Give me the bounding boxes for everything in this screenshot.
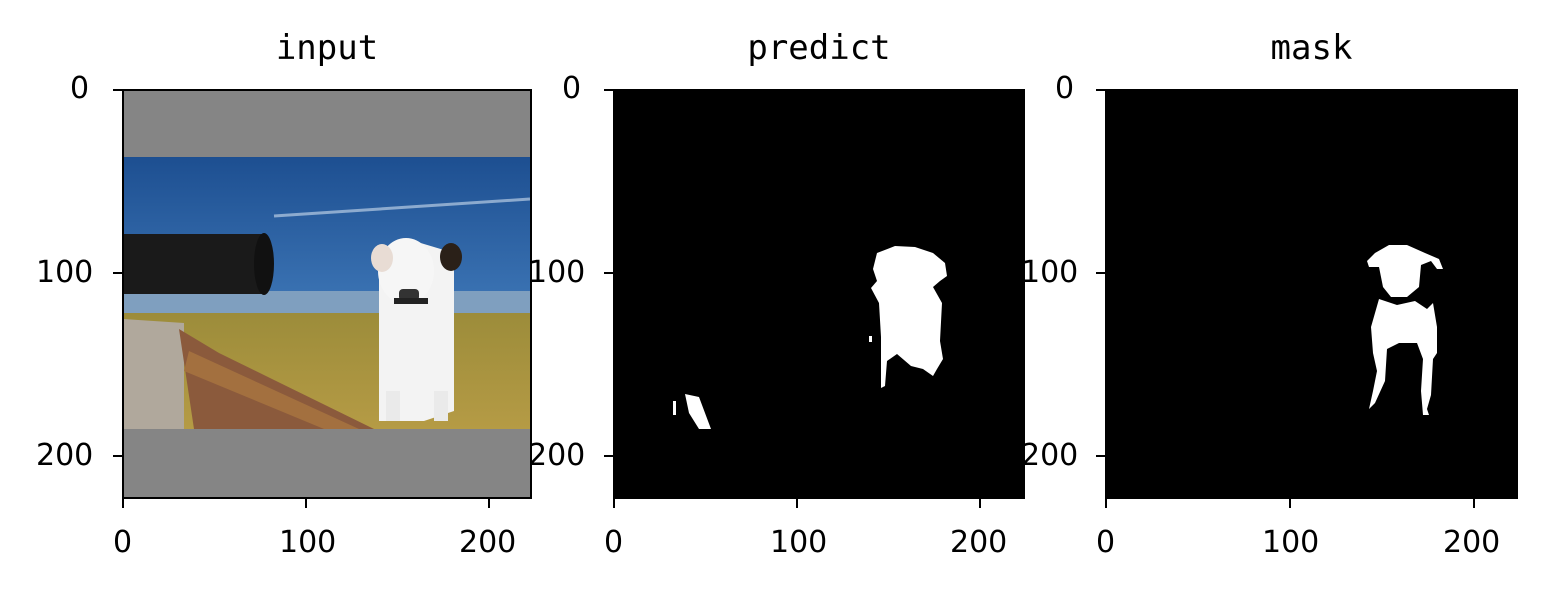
y-tick-mark bbox=[113, 272, 122, 274]
y-tick-mark bbox=[113, 455, 122, 457]
x-tick-label: 200 bbox=[1443, 525, 1501, 560]
subplot-title: predict bbox=[747, 28, 891, 68]
image-plot bbox=[1105, 89, 1518, 499]
y-tick-label: 0 bbox=[70, 71, 90, 106]
subplot-title: input bbox=[275, 28, 379, 68]
subplot-title: mask bbox=[1270, 28, 1353, 68]
image-plot bbox=[122, 89, 532, 499]
x-tick-mark bbox=[1473, 499, 1475, 508]
x-tick-mark bbox=[1289, 499, 1291, 508]
image-plot bbox=[613, 89, 1025, 499]
x-tick-label: 200 bbox=[459, 525, 517, 560]
predict-mask-image bbox=[615, 91, 1023, 497]
x-tick-mark bbox=[1105, 499, 1107, 508]
x-tick-mark bbox=[979, 499, 981, 508]
y-tick-label: 0 bbox=[562, 71, 582, 106]
x-tick-label: 0 bbox=[1096, 525, 1116, 560]
x-tick-label: 100 bbox=[1262, 525, 1320, 560]
x-tick-mark bbox=[613, 499, 615, 508]
x-tick-mark bbox=[122, 499, 124, 508]
x-tick-label: 0 bbox=[604, 525, 624, 560]
y-tick-mark bbox=[1096, 455, 1105, 457]
input-photo-image bbox=[124, 91, 530, 497]
x-tick-mark bbox=[305, 499, 307, 508]
x-tick-label: 0 bbox=[113, 525, 133, 560]
y-tick-mark bbox=[604, 455, 613, 457]
y-tick-label: 100 bbox=[528, 255, 586, 290]
x-tick-label: 100 bbox=[770, 525, 828, 560]
y-tick-label: 200 bbox=[1021, 438, 1079, 473]
x-tick-label: 200 bbox=[950, 525, 1008, 560]
y-tick-label: 100 bbox=[1021, 255, 1079, 290]
y-tick-label: 200 bbox=[528, 438, 586, 473]
y-tick-mark bbox=[113, 89, 122, 91]
y-tick-label: 200 bbox=[36, 438, 94, 473]
y-tick-mark bbox=[604, 272, 613, 274]
y-tick-mark bbox=[1096, 89, 1105, 91]
ground-truth-mask-image bbox=[1107, 91, 1516, 497]
x-tick-label: 100 bbox=[279, 525, 337, 560]
x-tick-mark bbox=[796, 499, 798, 508]
y-tick-label: 100 bbox=[36, 255, 94, 290]
x-tick-mark bbox=[488, 499, 490, 508]
y-tick-mark bbox=[1096, 272, 1105, 274]
y-tick-label: 0 bbox=[1055, 71, 1075, 106]
y-tick-mark bbox=[604, 89, 613, 91]
